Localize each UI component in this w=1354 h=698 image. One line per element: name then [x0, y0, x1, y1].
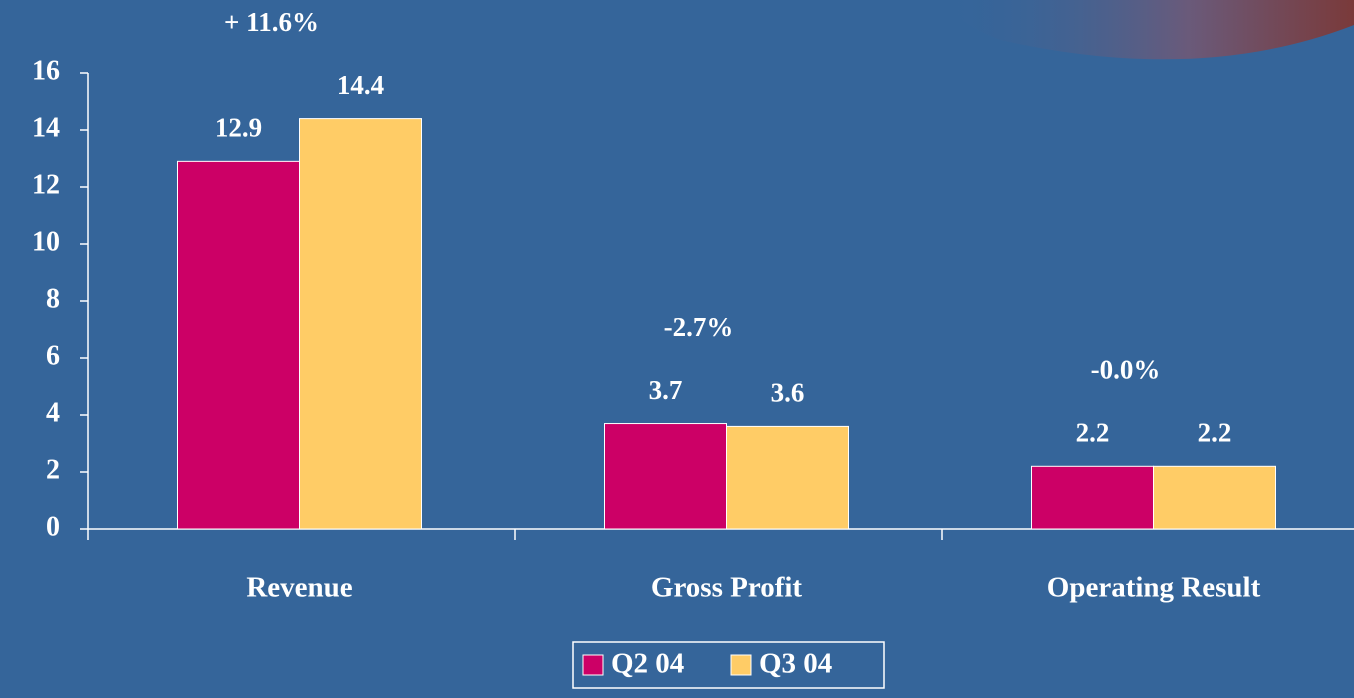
value-label: 14.4: [337, 70, 384, 100]
legend-label: Q3 04: [759, 648, 832, 680]
change-annotation: -0.0%: [1091, 355, 1161, 385]
value-label: 2.2: [1198, 418, 1232, 448]
bar: [177, 160, 300, 530]
y-tick-label: 6: [46, 340, 60, 371]
bar: [726, 425, 849, 530]
y-tick-label: 10: [32, 226, 60, 257]
x-tick-label: Gross Profit: [651, 572, 803, 604]
legend-box: [572, 641, 885, 689]
y-tick-label: 4: [46, 397, 60, 428]
x-tick-label: Revenue: [246, 572, 352, 604]
y-tick-label: 12: [32, 169, 60, 200]
bar: [604, 423, 727, 530]
bar: [1031, 465, 1154, 530]
value-label: 3.6: [771, 378, 805, 408]
y-tick-label: 0: [46, 511, 60, 542]
decor-swoosh: [940, 0, 1354, 60]
y-tick-label: 2: [46, 454, 60, 485]
y-tick-label: 16: [32, 55, 60, 86]
value-label: 3.7: [649, 375, 683, 405]
legend-label: Q2 04: [611, 648, 684, 680]
change-annotation: + 11.6%: [224, 7, 319, 37]
change-annotation: -2.7%: [664, 312, 734, 342]
legend-swatch: [730, 654, 752, 676]
x-tick-label: Operating Result: [1047, 572, 1261, 604]
bar: [1153, 465, 1276, 530]
y-tick-label: 14: [32, 112, 60, 143]
legend-swatch: [582, 654, 604, 676]
bar: [299, 118, 422, 530]
value-label: 2.2: [1076, 418, 1110, 448]
y-tick-label: 8: [46, 283, 60, 314]
value-label: 12.9: [215, 113, 262, 143]
